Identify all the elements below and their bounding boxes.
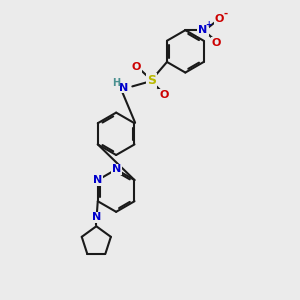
Text: S: S bbox=[147, 74, 156, 87]
Text: O: O bbox=[212, 38, 221, 47]
Text: O: O bbox=[131, 62, 141, 72]
Text: O: O bbox=[214, 14, 224, 24]
Text: N: N bbox=[198, 25, 208, 35]
Text: N: N bbox=[112, 164, 121, 174]
Text: +: + bbox=[205, 20, 212, 29]
Text: H: H bbox=[112, 78, 120, 88]
Text: N: N bbox=[92, 212, 101, 222]
Text: N: N bbox=[119, 82, 129, 93]
Text: -: - bbox=[224, 9, 228, 19]
Text: N: N bbox=[93, 175, 102, 185]
Text: O: O bbox=[159, 90, 169, 100]
